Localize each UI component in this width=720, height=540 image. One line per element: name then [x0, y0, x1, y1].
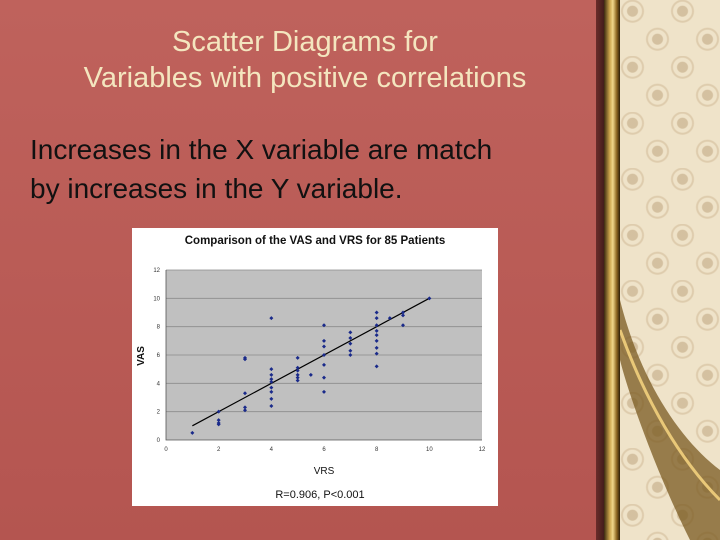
slide-title: Scatter Diagrams for Variables with posi… [10, 24, 600, 96]
scatter-point [322, 375, 326, 380]
x-tick-label: 2 [217, 447, 221, 453]
gold-border-strip [604, 0, 620, 540]
scatter-point [269, 379, 274, 384]
scatter-point [374, 316, 379, 321]
x-tick-label: 4 [270, 447, 274, 453]
scatter-point [295, 372, 300, 377]
scatter-point [322, 353, 326, 357]
scatter-point [348, 348, 353, 353]
scatter-point [216, 418, 221, 423]
scatter-point [374, 364, 379, 369]
scatter-point [322, 362, 326, 367]
x-tick-label: 12 [479, 447, 486, 453]
y-tick-label: 12 [153, 268, 160, 274]
y-axis-label: VAS [136, 346, 147, 366]
y-tick-label: 6 [157, 353, 161, 359]
scatter-point [243, 357, 247, 362]
scatter-point [348, 336, 353, 340]
chart-title: Comparison of the VAS and VRS for 85 Pat… [185, 235, 446, 247]
scatter-point [269, 385, 274, 390]
scatter-point [269, 372, 274, 377]
scatter-point [374, 310, 379, 315]
scatter-point [269, 316, 274, 321]
scatter-chart: Comparison of the VAS and VRS for 85 Pat… [132, 228, 498, 506]
data-points [190, 296, 432, 435]
y-tick-label: 2 [157, 410, 161, 416]
scatter-point [269, 396, 274, 401]
axis-ticks: 0 2 4 6 8 10 12 0 2 4 6 8 10 12 [153, 268, 486, 453]
scatter-point [322, 323, 326, 328]
y-tick-label: 8 [157, 325, 161, 331]
scatter-chart-svg: Comparison of the VAS and VRS for 85 Pat… [136, 235, 486, 501]
scatter-point [216, 422, 221, 427]
scatter-point [269, 389, 274, 394]
scatter-point [243, 391, 247, 396]
scatter-point [295, 378, 300, 383]
body-line-2: by increases in the Y variable. [30, 173, 403, 204]
scatter-point [374, 328, 379, 333]
scatter-point [269, 367, 274, 372]
axis-lines [165, 270, 482, 441]
scatter-point [322, 344, 326, 349]
scatter-point [269, 404, 274, 408]
x-tick-label: 6 [322, 447, 326, 453]
scatter-point [322, 338, 326, 343]
scatter-point [387, 316, 392, 321]
slide-body-text: Increases in the X variable are match by… [30, 130, 600, 208]
scatter-point [374, 345, 379, 350]
y-tick-label: 4 [157, 381, 161, 387]
scatter-point [374, 351, 379, 356]
correlation-annotation: R=0.906, P<0.001 [275, 489, 364, 501]
x-tick-label: 8 [375, 447, 379, 453]
body-line-1: Increases in the X variable are match [30, 134, 493, 165]
scatter-point [374, 333, 379, 338]
scatter-point [374, 338, 379, 343]
scatter-point [427, 296, 432, 301]
scatter-point [269, 377, 274, 382]
scatter-point [243, 408, 247, 413]
scatter-point [295, 375, 300, 380]
title-line-2: Variables with positive correlations [83, 62, 527, 94]
slide-dark-band [596, 0, 606, 540]
scatter-point [348, 341, 353, 346]
scatter-point [295, 365, 300, 370]
title-line-1: Scatter Diagrams for [172, 26, 438, 58]
scatter-point [348, 330, 353, 335]
scatter-point [243, 405, 247, 410]
scatter-point [295, 368, 300, 373]
scatter-point [308, 372, 313, 377]
scatter-point [190, 430, 195, 435]
scatter-point [322, 389, 326, 394]
scatter-point [216, 409, 221, 414]
x-tick-label: 10 [426, 447, 433, 453]
scatter-point [401, 310, 405, 315]
scatter-point [401, 313, 405, 318]
scatter-point [401, 323, 405, 328]
x-axis-label: VRS [314, 466, 335, 477]
scatter-point [374, 323, 379, 328]
x-tick-label: 0 [164, 447, 168, 453]
decorative-swoosh [620, 300, 720, 540]
scatter-point [295, 355, 300, 360]
y-tick-label: 0 [157, 438, 161, 444]
scatter-point [348, 353, 353, 357]
y-tick-label: 10 [153, 296, 160, 302]
